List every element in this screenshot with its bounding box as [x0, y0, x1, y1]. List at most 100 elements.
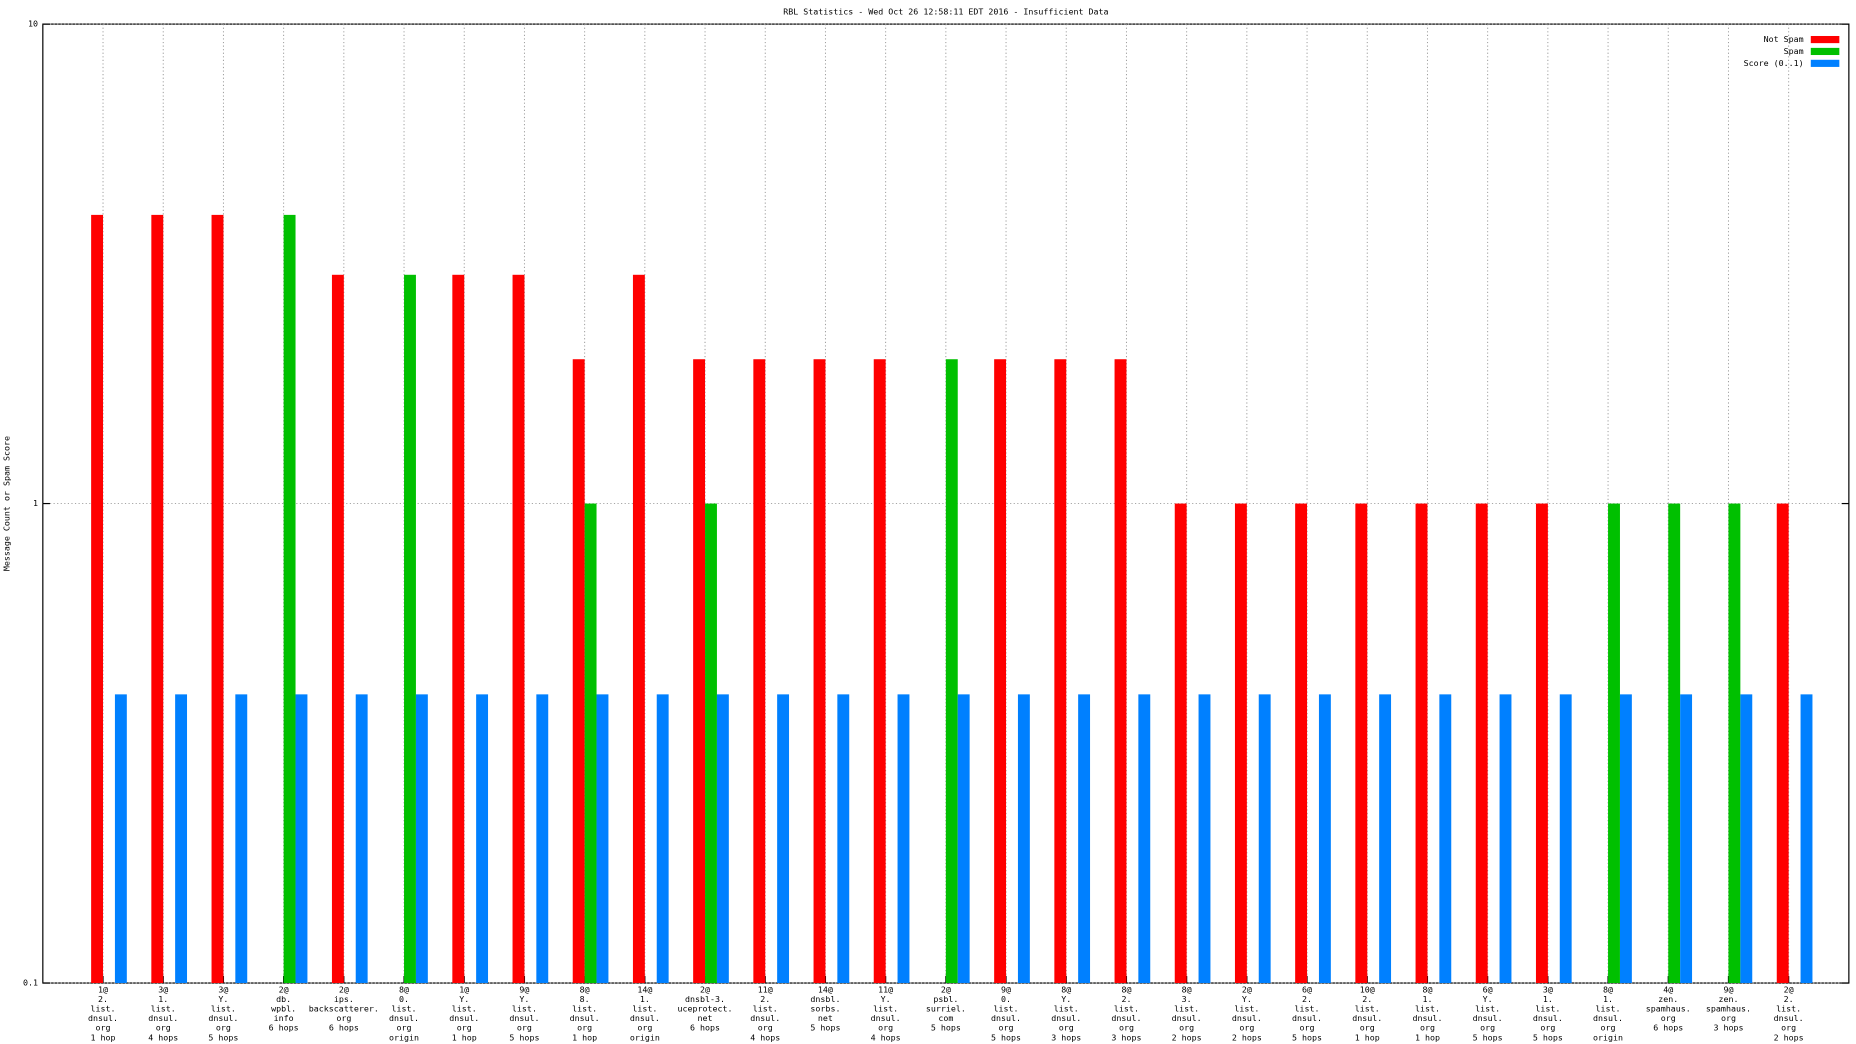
- x-tick-label: list.: [1114, 1004, 1139, 1014]
- x-tick-label: org: [577, 1023, 592, 1033]
- x-tick-label: list.: [1295, 1004, 1320, 1014]
- x-tick-label: 1 hop: [452, 1032, 477, 1042]
- x-tick-label: list.: [632, 1004, 657, 1014]
- bar: [512, 274, 525, 984]
- x-tick-label: dnsul.: [1533, 1013, 1563, 1023]
- x-tick-label: org: [999, 1023, 1014, 1033]
- x-tick-label: org: [1420, 1023, 1435, 1033]
- bar: [536, 694, 549, 984]
- y-tick-label: 10: [28, 19, 38, 29]
- bar: [211, 214, 224, 984]
- x-tick-label: sorbs.: [810, 1004, 840, 1014]
- x-tick-label: dnsbl-3.: [685, 994, 725, 1004]
- x-tick-label: 0.: [399, 994, 409, 1004]
- x-tick-label: Y.: [519, 994, 529, 1004]
- x-tick-label: list.: [1234, 1004, 1259, 1014]
- x-tick-label: 3@: [158, 985, 168, 995]
- x-tick-label: list.: [1596, 1004, 1621, 1014]
- bar: [1318, 694, 1331, 984]
- bar: [1499, 694, 1512, 984]
- x-tick-label: dnsul.: [148, 1013, 178, 1023]
- x-tick-label: list.: [1355, 1004, 1380, 1014]
- bar: [1295, 503, 1308, 984]
- x-tick-label: 1 hop: [1415, 1032, 1440, 1042]
- bar: [1355, 503, 1368, 984]
- x-tick-label: org: [637, 1023, 652, 1033]
- x-tick-label: spamhaus.: [1706, 1004, 1751, 1014]
- x-tick-label: 2.: [760, 994, 770, 1004]
- x-tick-label: 5 hops: [1533, 1032, 1563, 1042]
- bar: [753, 359, 766, 984]
- x-tick-label: dnsul.: [871, 1013, 901, 1023]
- bar: [837, 694, 850, 984]
- chart-title: RBL Statistics - Wed Oct 26 12:58:11 EDT…: [783, 7, 1108, 17]
- x-tick-label: dnsul.: [1352, 1013, 1382, 1023]
- bar: [175, 694, 188, 984]
- x-tick-label: 3 hops: [1111, 1032, 1141, 1042]
- bar: [1535, 503, 1548, 984]
- x-tick-label: org: [1480, 1023, 1495, 1033]
- x-tick-label: 2@: [941, 985, 951, 995]
- x-tick-label: 1.: [640, 994, 650, 1004]
- bar: [777, 694, 790, 984]
- x-tick-label: dnsul.: [1774, 1013, 1804, 1023]
- bar: [1234, 503, 1247, 984]
- x-tick-label: dnsul.: [449, 1013, 479, 1023]
- x-tick-label: 6 hops: [329, 1023, 359, 1033]
- x-tick-label: 3.: [1182, 994, 1192, 1004]
- x-tick-label: org: [758, 1023, 773, 1033]
- x-tick-label: list.: [1174, 1004, 1199, 1014]
- bar: [1559, 694, 1572, 984]
- x-tick-label: dnsul.: [1593, 1013, 1623, 1023]
- x-tick-label: Y.: [1483, 994, 1493, 1004]
- x-tick-label: 11@: [878, 985, 893, 995]
- bar: [656, 694, 669, 984]
- x-tick-label: 8@: [1182, 985, 1192, 995]
- x-tick-label: Y.: [459, 994, 469, 1004]
- x-tick-label: 2.: [1362, 994, 1372, 1004]
- x-tick-label: org: [1360, 1023, 1375, 1033]
- x-tick-label: 5 hops: [208, 1032, 238, 1042]
- legend-swatch: [1810, 59, 1840, 67]
- x-tick-label: 14@: [637, 985, 652, 995]
- bar: [957, 694, 970, 984]
- bar: [452, 274, 465, 984]
- x-tick-label: dnsul.: [630, 1013, 660, 1023]
- x-tick-label: org: [156, 1023, 171, 1033]
- bar: [1114, 359, 1127, 984]
- bar: [1728, 503, 1741, 984]
- legend-label: Not Spam: [1764, 34, 1804, 44]
- x-tick-label: dnsul.: [1412, 1013, 1442, 1023]
- bar: [114, 694, 127, 984]
- x-tick-label: wpbl.: [271, 1004, 296, 1014]
- x-tick-label: list.: [873, 1004, 898, 1014]
- x-tick-label: 5 hops: [810, 1023, 840, 1033]
- bar: [151, 214, 164, 984]
- bar: [897, 694, 910, 984]
- x-tick-label: 1 hop: [572, 1032, 597, 1042]
- x-tick-label: org: [96, 1023, 111, 1033]
- x-tick-label: org: [517, 1023, 532, 1033]
- bar: [994, 359, 1007, 984]
- x-tick-label: list.: [211, 1004, 236, 1014]
- bar: [476, 694, 489, 984]
- x-tick-label: org: [1601, 1023, 1616, 1033]
- bar: [415, 694, 428, 984]
- x-tick-label: 6 hops: [269, 1023, 299, 1033]
- bar: [331, 274, 344, 984]
- x-tick-label: 2 hops: [1172, 1032, 1202, 1042]
- x-tick-label: org: [1721, 1013, 1736, 1023]
- x-tick-label: dnsul.: [1292, 1013, 1322, 1023]
- x-tick-label: 3@: [1543, 985, 1553, 995]
- bar: [813, 359, 826, 984]
- x-tick-label: dnsul.: [389, 1013, 419, 1023]
- x-tick-label: 5 hops: [509, 1032, 539, 1042]
- x-tick-label: org: [336, 1013, 351, 1023]
- bar: [1439, 694, 1452, 984]
- x-tick-label: dnsul.: [1051, 1013, 1081, 1023]
- x-tick-label: dnsul.: [88, 1013, 118, 1023]
- bar: [283, 214, 296, 984]
- x-tick-label: Y.: [881, 994, 891, 1004]
- bar: [596, 694, 609, 984]
- bar: [1017, 694, 1030, 984]
